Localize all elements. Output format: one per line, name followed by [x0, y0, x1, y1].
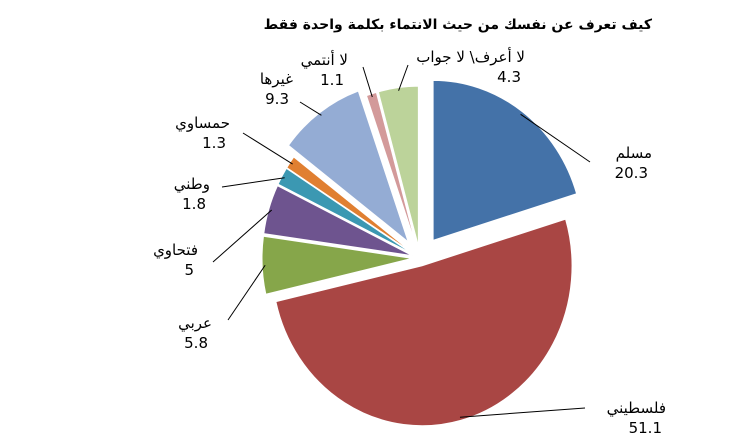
pie-slice-4 [263, 185, 413, 257]
leader-line-5 [221, 177, 285, 188]
slice-value-1: 20.3 [615, 164, 648, 182]
leader-line-1 [520, 113, 591, 163]
pie-slice-1 [432, 79, 578, 242]
slice-value-6: 1.3 [202, 134, 226, 152]
leader-line-9 [398, 64, 409, 91]
slice-value-7: 9.3 [265, 90, 289, 108]
slice-label-1: مسلم [616, 144, 652, 162]
slice-value-9: 4.3 [497, 68, 521, 86]
slice-value-8: 1.1 [320, 71, 344, 89]
pie-slice-3 [261, 235, 413, 295]
slice-value-3: 5.8 [184, 334, 208, 352]
slice-label-3: عربي [178, 314, 212, 333]
slice-label-8: لا أنتمي [301, 50, 348, 70]
leader-line-2 [459, 407, 586, 418]
slice-label-6: حمساوي [175, 114, 230, 133]
chart-title: كيف تعرف عن نفسك من حيث الانتماء بكلمة و… [264, 17, 653, 33]
slice-value-4: 5 [184, 261, 194, 279]
leader-line-4 [212, 209, 273, 263]
slice-label-7: غيرها [260, 70, 293, 88]
leader-line-6 [242, 132, 293, 165]
leader-line-7 [299, 101, 322, 116]
leader-line-3 [227, 264, 266, 321]
pie-slices [261, 79, 578, 427]
slice-label-5: وطني [174, 175, 210, 194]
slice-value-2: 51.1 [629, 419, 662, 437]
pie-slice-7 [287, 90, 410, 244]
pie-slice-9 [377, 85, 419, 247]
leader-line-8 [362, 66, 373, 98]
slice-label-4: فتحاوي [153, 241, 198, 260]
pie-slice-2 [275, 218, 573, 427]
leader-lines [212, 64, 591, 418]
slice-label-2: فلسطيني [607, 399, 666, 418]
pie-slice-5 [277, 167, 414, 255]
slice-label-9: لا أعرف\ لا جواب [416, 47, 525, 66]
slice-value-5: 1.8 [182, 195, 206, 213]
